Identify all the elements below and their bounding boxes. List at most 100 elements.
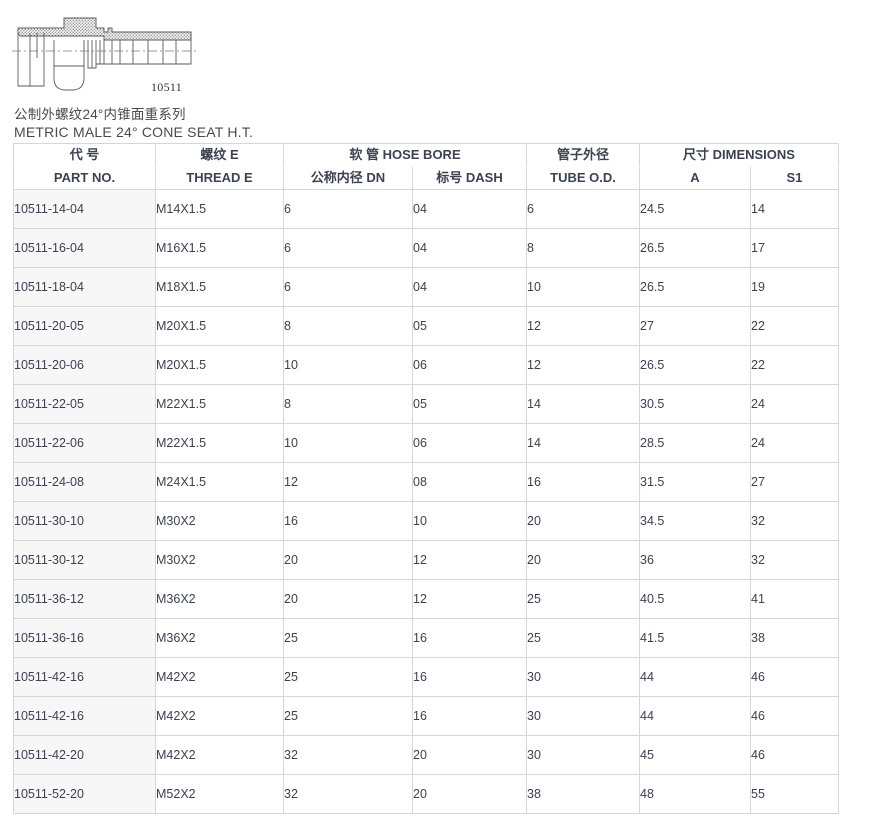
cell-tube-od: 8 xyxy=(526,228,640,268)
cell-thread-e: M36X2 xyxy=(155,618,284,658)
table-row: 10511-42-16 M42X2 25 16 30 44 46 xyxy=(13,696,839,736)
cell-dash: 08 xyxy=(412,462,527,502)
cell-dn: 25 xyxy=(283,657,413,697)
cell-dn: 6 xyxy=(283,228,413,268)
table-body: 10511-14-04 M14X1.5 6 04 6 24.5 14 10511-16-04 M… xyxy=(13,189,839,814)
cell-s1: 41 xyxy=(750,579,839,619)
cell-dn: 10 xyxy=(283,423,413,463)
table-group-header-row: 代 号 螺纹 E 软 管 HOSE BORE 管子外径 尺寸 DIMENSION… xyxy=(13,143,839,167)
cell-s1: 38 xyxy=(750,618,839,658)
cell-part-no: 10511-42-16 xyxy=(13,657,156,697)
cell-s1: 24 xyxy=(750,423,839,463)
cell-thread-e: M42X2 xyxy=(155,696,284,736)
cell-tube-od: 20 xyxy=(526,501,640,541)
cell-dash: 16 xyxy=(412,618,527,658)
cell-thread-e: M36X2 xyxy=(155,579,284,619)
table-row: 10511-36-12 M36X2 20 12 25 40.5 41 xyxy=(13,579,839,619)
cell-thread-e: M20X1.5 xyxy=(155,306,284,346)
cell-thread-e: M22X1.5 xyxy=(155,423,284,463)
fitting-cross-section-icon xyxy=(12,17,198,91)
cell-thread-e: M16X1.5 xyxy=(155,228,284,268)
caption-chinese: 公制外螺纹24°内锥面重系列 xyxy=(14,107,186,122)
spec-table-container: 代 号 螺纹 E 软 管 HOSE BORE 管子外径 尺寸 DIMENSION… xyxy=(13,143,839,814)
cell-part-no: 10511-30-12 xyxy=(13,540,156,580)
cell-dn: 8 xyxy=(283,384,413,424)
cell-dn: 16 xyxy=(283,501,413,541)
cell-tube-od: 16 xyxy=(526,462,640,502)
cell-a: 30.5 xyxy=(639,384,751,424)
table-row: 10511-18-04 M18X1.5 6 04 10 26.5 19 xyxy=(13,267,839,307)
column-header-dn: 公称内径 DN xyxy=(283,166,413,190)
cell-tube-od: 30 xyxy=(526,735,640,775)
cell-tube-od: 30 xyxy=(526,657,640,697)
cell-s1: 46 xyxy=(750,657,839,697)
cell-part-no: 10511-22-05 xyxy=(13,384,156,424)
product-drawing: 10511 xyxy=(8,6,218,96)
cell-dash: 06 xyxy=(412,345,527,385)
cell-dash: 04 xyxy=(412,189,527,229)
cell-dash: 12 xyxy=(412,540,527,580)
cell-part-no: 10511-22-06 xyxy=(13,423,156,463)
cell-thread-e: M18X1.5 xyxy=(155,267,284,307)
column-header-a: A xyxy=(639,166,751,190)
cell-thread-e: M24X1.5 xyxy=(155,462,284,502)
table-row: 10511-20-06 M20X1.5 10 06 12 26.5 22 xyxy=(13,345,839,385)
cell-dash: 04 xyxy=(412,228,527,268)
cell-a: 40.5 xyxy=(639,579,751,619)
cell-dn: 20 xyxy=(283,540,413,580)
cell-a: 44 xyxy=(639,696,751,736)
cell-a: 26.5 xyxy=(639,345,751,385)
cell-thread-e: M20X1.5 xyxy=(155,345,284,385)
cell-dn: 25 xyxy=(283,696,413,736)
cell-part-no: 10511-14-04 xyxy=(13,189,156,229)
cell-dn: 6 xyxy=(283,267,413,307)
table-row: 10511-42-16 M42X2 25 16 30 44 46 xyxy=(13,657,839,697)
spec-table: 代 号 螺纹 E 软 管 HOSE BORE 管子外径 尺寸 DIMENSION… xyxy=(13,143,839,814)
cell-s1: 46 xyxy=(750,735,839,775)
cell-part-no: 10511-16-04 xyxy=(13,228,156,268)
cell-a: 27 xyxy=(639,306,751,346)
column-header-part-no: PART NO. xyxy=(13,166,156,190)
cell-s1: 24 xyxy=(750,384,839,424)
column-header-tube-od: TUBE O.D. xyxy=(526,166,640,190)
cell-tube-od: 6 xyxy=(526,189,640,229)
cell-dash: 16 xyxy=(412,657,527,697)
cell-thread-e: M22X1.5 xyxy=(155,384,284,424)
cell-a: 41.5 xyxy=(639,618,751,658)
cell-s1: 27 xyxy=(750,462,839,502)
cell-s1: 17 xyxy=(750,228,839,268)
cell-tube-od: 10 xyxy=(526,267,640,307)
cell-dn: 32 xyxy=(283,774,413,814)
table-row: 10511-30-12 M30X2 20 12 20 36 32 xyxy=(13,540,839,580)
cell-s1: 14 xyxy=(750,189,839,229)
table-row: 10511-22-05 M22X1.5 8 05 14 30.5 24 xyxy=(13,384,839,424)
cell-s1: 22 xyxy=(750,306,839,346)
table-sub-header-row: PART NO. THREAD E 公称内径 DN 标号 DASH TUBE O… xyxy=(13,166,839,190)
cell-a: 26.5 xyxy=(639,228,751,268)
cell-s1: 22 xyxy=(750,345,839,385)
cell-dash: 05 xyxy=(412,306,527,346)
table-row: 10511-30-10 M30X2 16 10 20 34.5 32 xyxy=(13,501,839,541)
cell-dn: 32 xyxy=(283,735,413,775)
table-row: 10511-22-06 M22X1.5 10 06 14 28.5 24 xyxy=(13,423,839,463)
cell-dn: 20 xyxy=(283,579,413,619)
cell-dash: 05 xyxy=(412,384,527,424)
cell-a: 36 xyxy=(639,540,751,580)
cell-a: 34.5 xyxy=(639,501,751,541)
group-header-thread: 螺纹 E xyxy=(155,143,284,167)
cell-part-no: 10511-36-12 xyxy=(13,579,156,619)
cell-tube-od: 38 xyxy=(526,774,640,814)
cell-tube-od: 14 xyxy=(526,423,640,463)
cell-tube-od: 14 xyxy=(526,384,640,424)
table-header: 代 号 螺纹 E 软 管 HOSE BORE 管子外径 尺寸 DIMENSION… xyxy=(13,143,839,190)
cell-dash: 06 xyxy=(412,423,527,463)
caption-english: METRIC MALE 24° CONE SEAT H.T. xyxy=(14,124,254,140)
cell-s1: 32 xyxy=(750,540,839,580)
group-header-part-no: 代 号 xyxy=(13,143,156,167)
cell-dash: 20 xyxy=(412,735,527,775)
cell-tube-od: 25 xyxy=(526,579,640,619)
table-row: 10511-16-04 M16X1.5 6 04 8 26.5 17 xyxy=(13,228,839,268)
cell-a: 28.5 xyxy=(639,423,751,463)
table-row: 10511-52-20 M52X2 32 20 38 48 55 xyxy=(13,774,839,814)
